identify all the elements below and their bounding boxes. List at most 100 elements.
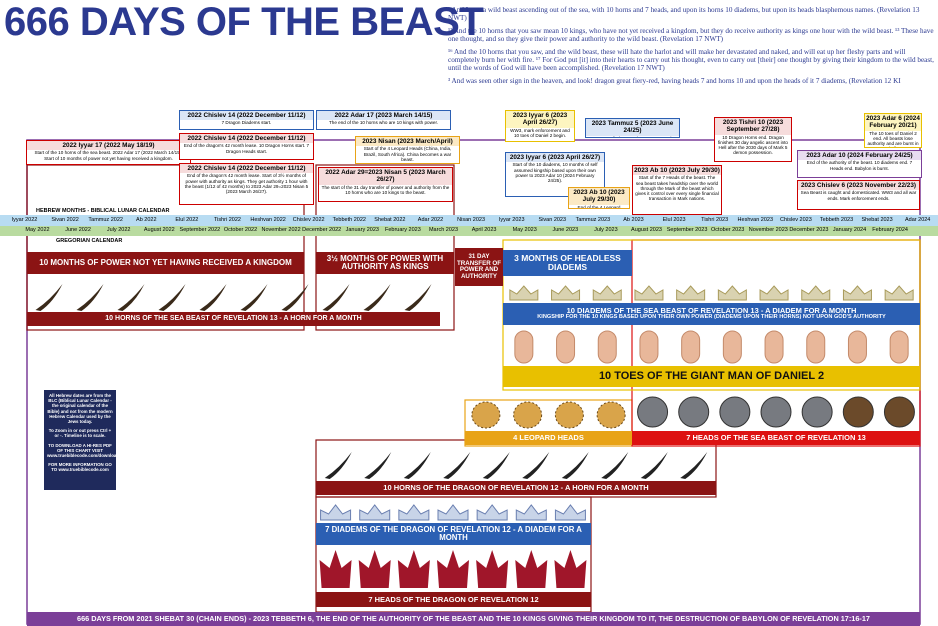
callout-title: 2022 Chislev 14 (2022 December 11/12) [180, 134, 313, 144]
callout-text: Start of the 10 diadems, 10 months of se… [512, 162, 598, 184]
callout-text: WW3, mark enforcement and 10 toes of Dan… [510, 127, 570, 139]
callout: 2023 Tishri 10 (2023 September 27/28) 10 … [714, 117, 792, 162]
gregorian-month: January 2023 [345, 227, 379, 233]
info-box: All Hebrew dates are from the BLC (Bibli… [44, 390, 130, 490]
hebrew-month: Tishri 2022 [213, 217, 241, 223]
toe [681, 330, 701, 364]
callout: 2022 Chislev 14 (2022 December 11/12) End… [179, 133, 314, 160]
diadem [676, 285, 706, 301]
toe [514, 330, 534, 364]
diadem [884, 285, 914, 301]
horn [117, 284, 145, 311]
beast-head [801, 396, 833, 428]
horn [561, 452, 589, 479]
callout-text: The 10 toes of Daniel 2 end. All beasts … [867, 130, 919, 147]
callout: 2023 Adar 6 (2024 February 20/21) The 10 … [864, 113, 922, 148]
beast-head [883, 396, 915, 428]
horn [403, 452, 431, 479]
dragon-head [358, 550, 391, 588]
info-text: To Zoom in or out press Ctrl + or -. Tim… [48, 428, 112, 439]
callout-title: 2023 Iyyar 6 (2023 April 26/27) [506, 153, 604, 163]
frame-3-months [315, 164, 455, 331]
band: 3½ MONTHS OF POWER WITH AUTHORITY AS KIN… [316, 252, 454, 274]
callout-text: End of the dragon's 42 month lease. Star… [184, 173, 309, 195]
horn [601, 452, 629, 479]
toe [639, 330, 659, 364]
leopard-head [596, 401, 626, 429]
hebrew-month: Shebat 2023 [861, 217, 893, 223]
callout-text: End of the 4 Leopard Heads. [577, 204, 621, 209]
diadem [437, 504, 469, 521]
band-text: 10 HORNS OF THE DRAGON OF REVELATION 12 … [383, 483, 649, 493]
beast-head [637, 396, 669, 428]
callout: 2023 Iyyar 6 (2023 April 26/27) Start of … [505, 152, 605, 197]
callout-text: 7 Dragon diadems end. 7 Dragon Heads end… [586, 136, 679, 137]
gregorian-month: November 2023 [748, 227, 788, 233]
callout-title: 2023 Adar 10 (2024 February 24/25) [798, 151, 921, 161]
hebrew-month: Tammuz 2023 [575, 217, 611, 223]
gregorian-month: September 2023 [666, 227, 708, 233]
horn [240, 284, 268, 311]
callout: 2023 Nisan (2023 March/April) Start of th… [355, 136, 460, 164]
band: 3 MONTHS OF HEADLESS DIADEMS [503, 250, 632, 276]
callout-title: 2022 Adar 17 (2023 March 14/15) [317, 111, 450, 121]
hebrew-month: Iyyar 2022 [11, 217, 38, 223]
callout-title: 2023 Iyyar 6 (2023 April 26/27) [506, 111, 574, 128]
hebrew-month: Tebbeth 2023 [819, 217, 854, 223]
callout-text: End of the authority of the beast. 10 di… [806, 160, 913, 171]
band: 10 DIADEMS OF THE SEA BEAST OF REVELATIO… [503, 303, 920, 325]
hebrew-row [0, 215, 938, 226]
band-text: 7 HEADS OF THE DRAGON OF REVELATION 12 [368, 594, 539, 604]
horn [281, 284, 309, 311]
horn [322, 284, 350, 311]
hebrew-month: Ab 2022 [136, 217, 157, 223]
horn [364, 452, 392, 479]
hebrew-month: Sivan 2023 [538, 217, 567, 223]
hebrew-month: Ab 2023 [623, 217, 644, 223]
band: 4 LEOPARD HEADS [465, 431, 632, 445]
info-text: FOR MORE INFORMATION GO TO www.truebible… [48, 462, 112, 473]
dragon-head [476, 550, 509, 588]
horn [680, 452, 708, 479]
horn [199, 284, 227, 311]
band: 10 HORNS OF THE DRAGON OF REVELATION 12 … [316, 481, 716, 495]
band-text: 7 HEADS OF THE SEA BEAST OF REVELATION 1… [686, 433, 866, 443]
horn [324, 452, 352, 479]
callout: 2023 Tammuz 5 (2023 June 24/25)7 Dragon … [585, 118, 680, 138]
hebrew-month: Tammuz 2022 [88, 217, 123, 223]
diadem [717, 285, 747, 301]
gregorian-month: June 2022 [65, 227, 91, 233]
hebrew-month: Tishri 2023 [701, 217, 729, 223]
horn [158, 284, 186, 311]
hebrew-month: Nisan 2023 [457, 217, 485, 223]
callout-title: 2023 Tammuz 5 (2023 June 24/25) [586, 119, 679, 136]
diadem [842, 285, 872, 301]
band-text: 31 DAY TRANSFER OF POWER AND AUTHORITY [457, 253, 501, 280]
beast-head [760, 396, 792, 428]
dragon-head [397, 550, 430, 588]
band-subtext: KINGSHIP FOR THE 10 KINGS BASED UPON THE… [537, 314, 886, 320]
gregorian-month: May 2023 [512, 227, 537, 233]
dragon-head [437, 550, 469, 588]
toe [806, 330, 826, 364]
band: 7 HEADS OF THE SEA BEAST OF REVELATION 1… [632, 431, 920, 445]
callout: 2022 Chislev 14 (2022 December 11/12) End… [179, 163, 314, 205]
callout: 2023 Adar 10 (2024 February 24/25) End of… [797, 150, 922, 178]
band: 31 DAY TRANSFER OF POWER AND AUTHORITY [455, 248, 503, 286]
callout-text: Start of the 4 Leopard Heads (China, Ind… [363, 146, 452, 162]
toe [847, 330, 867, 364]
diadem [551, 285, 581, 301]
callout-title: 2023 Chislev 6 (2023 November 22/23) [798, 181, 919, 191]
callout-title: 2023 Nisan (2023 March/April) [356, 137, 459, 147]
hebrew-month: Chislev 2023 [779, 217, 812, 223]
horn [363, 284, 391, 311]
beast-head [678, 396, 710, 428]
gregorian-month: June 2023 [552, 227, 579, 233]
callout-title: 2023 Ab 10 (2023 July 29/30) [569, 188, 629, 205]
hebrew-month: Heshvan 2023 [737, 217, 774, 223]
gregorian-month: March 2023 [428, 227, 459, 233]
band-text: 4 LEOPARD HEADS [513, 433, 584, 443]
diadem [592, 285, 622, 301]
band: 10 HORNS OF THE SEA BEAST OF REVELATION … [27, 312, 440, 326]
